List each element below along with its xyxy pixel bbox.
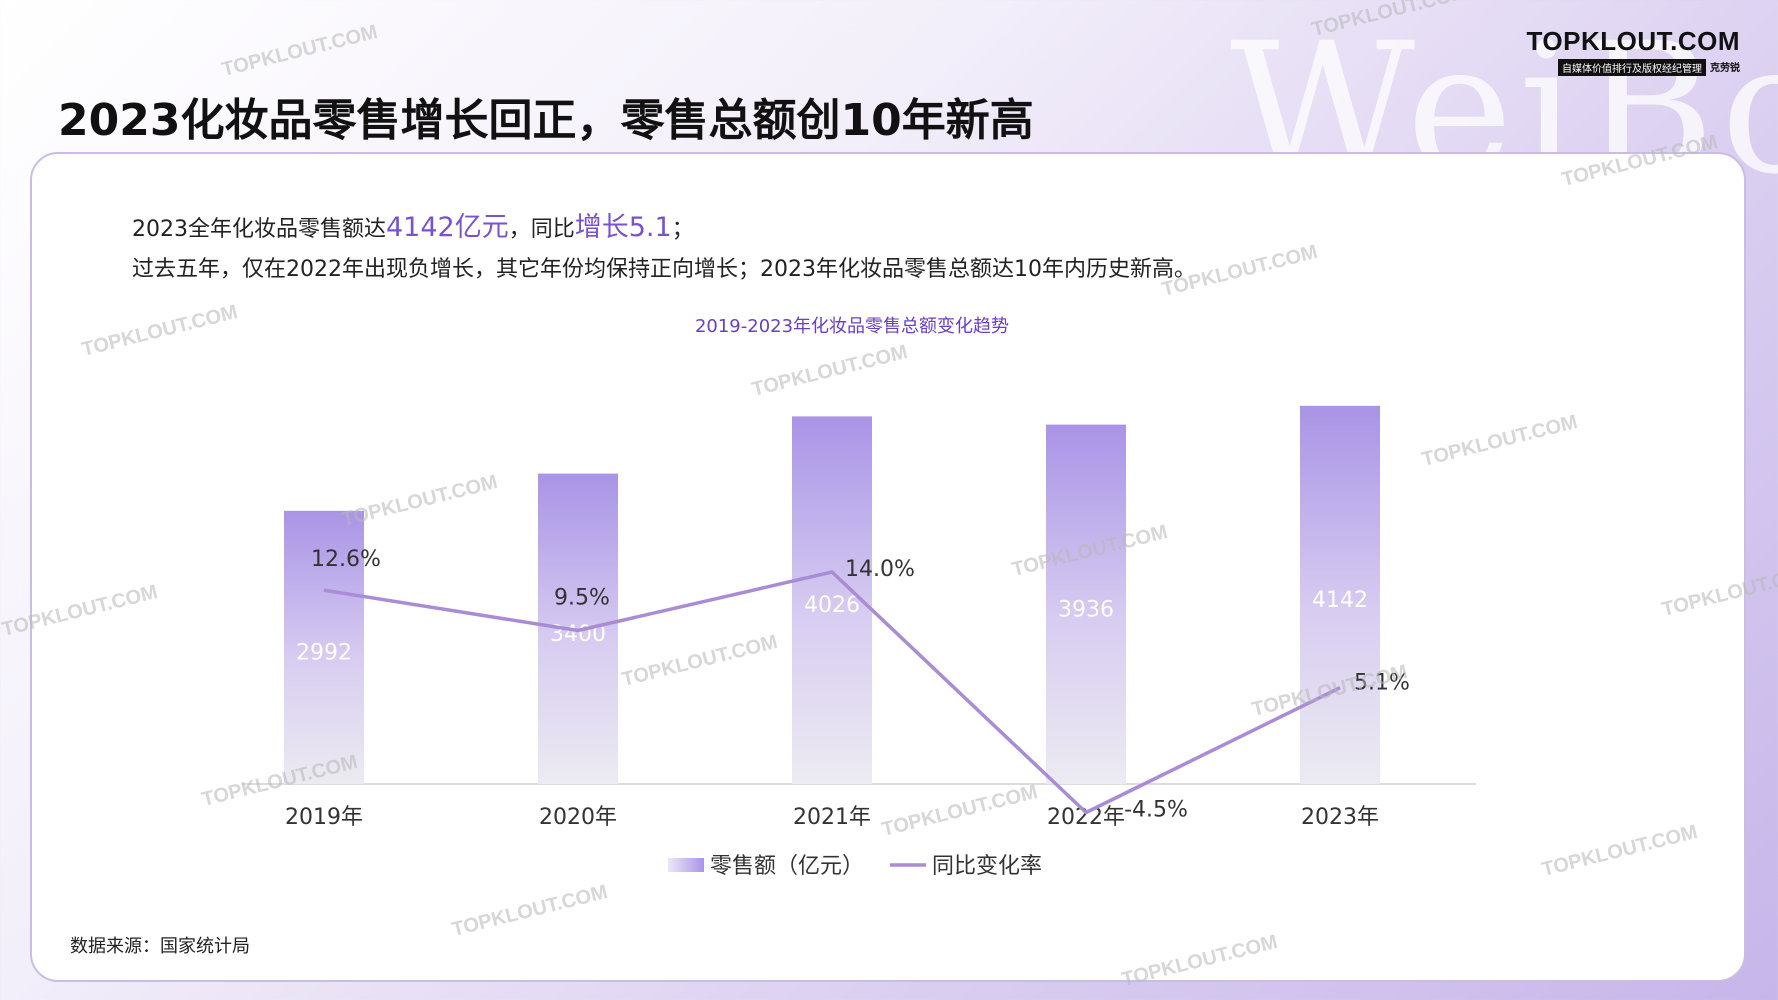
x-tick-label-5: 2023年 (1301, 805, 1379, 830)
watermark: TOPKLOUT.COM (219, 21, 380, 81)
brand-cn-name: 克劳锐 (1710, 63, 1740, 74)
bar-5 (1300, 405, 1380, 784)
line-label-5: 5.1% (1354, 671, 1410, 696)
summary-line-2: 过去五年，仅在2022年出现负增长，其它年份均保持正向增长；2023年化妆品零售… (132, 257, 1196, 282)
retail-chart: 2019-2023年化妆品零售总额变化趋势 29922019年34002020年… (242, 316, 1476, 879)
line-label-1: 12.6% (311, 547, 381, 572)
brand-name: TOPKLOUT.COM (1526, 26, 1740, 56)
brand-logo: TOPKLOUT.COM 自媒体价值排行及版权经纪管理 克劳锐 (1526, 26, 1740, 76)
brand-tagline: 自媒体价值排行及版权经纪管理 (1558, 59, 1706, 76)
content-card: 2023全年化妆品零售额达4142亿元，同比增长5.1； 过去五年，仅在2022… (30, 152, 1746, 982)
line-series (323, 570, 1341, 815)
summary-growth: 增长5.1 (574, 212, 672, 243)
x-tick-label-4: 2022年 (1047, 805, 1125, 830)
bar-4 (1046, 424, 1126, 784)
x-tick-label-2: 2020年 (539, 805, 617, 830)
line-label-2: 9.5% (554, 586, 610, 611)
summary-text: 2023全年化妆品零售额达4142亿元，同比增长5.1； 过去五年，仅在2022… (132, 208, 1196, 290)
chart-title: 2019-2023年化妆品零售总额变化趋势 (695, 316, 1009, 337)
line-label-4: -4.5% (1124, 798, 1188, 823)
x-tick-label-3: 2021年 (793, 805, 871, 830)
x-tick-label-1: 2019年 (285, 805, 363, 830)
bar-1 (284, 510, 364, 784)
legend-line-label: 同比变化率 (932, 854, 1042, 879)
page-title: 2023化妆品零售增长回正，零售总额创10年新高 (58, 95, 1034, 146)
bar-label-5: 4142 (1312, 588, 1368, 613)
line-label-3: 14.0% (845, 557, 915, 582)
legend-bar-label: 零售额（亿元） (710, 854, 864, 879)
data-source: 数据来源：国家统计局 (70, 936, 250, 957)
summary-value: 4142亿元 (386, 212, 509, 243)
bar-label-4: 3936 (1058, 597, 1114, 622)
summary-prefix: 2023全年化妆品零售额达 (132, 217, 386, 242)
legend-bar-swatch (668, 858, 704, 872)
bar-label-1: 2992 (296, 640, 352, 665)
summary-line-1: 2023全年化妆品零售额达4142亿元，同比增长5.1； (132, 208, 1196, 250)
summary-suffix: ； (671, 217, 694, 242)
summary-middle: ，同比 (508, 217, 575, 242)
bar-3 (792, 416, 872, 784)
bar-label-3: 4026 (804, 593, 860, 618)
